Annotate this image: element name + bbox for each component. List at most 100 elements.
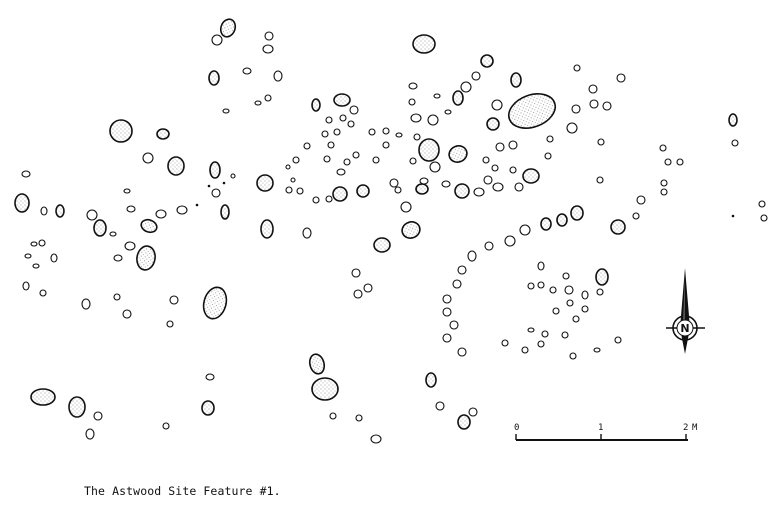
stone-165 xyxy=(527,327,535,333)
stone-173 xyxy=(676,158,684,166)
stone-46 xyxy=(55,204,65,218)
stone-78 xyxy=(323,155,331,163)
stone-12 xyxy=(256,174,274,192)
stone-29 xyxy=(242,67,252,75)
stone-93 xyxy=(441,180,451,188)
stone-55 xyxy=(39,289,47,297)
stone-99 xyxy=(413,133,421,141)
stone-32 xyxy=(142,152,154,164)
stone-45 xyxy=(113,254,123,262)
stone-177 xyxy=(731,139,739,147)
stone-85 xyxy=(302,227,312,239)
stone-175 xyxy=(660,188,668,196)
stone-134 xyxy=(519,224,531,236)
stone-161 xyxy=(541,330,549,338)
stone-42 xyxy=(140,218,158,234)
stone-40 xyxy=(86,209,98,221)
stone-187 xyxy=(370,434,382,444)
stone-48 xyxy=(21,170,31,178)
stone-86 xyxy=(332,186,348,202)
stone-101 xyxy=(427,114,439,126)
point-marker-1 xyxy=(207,184,211,188)
stone-102 xyxy=(444,109,452,115)
stone-172 xyxy=(664,158,672,166)
stone-1 xyxy=(109,119,133,143)
stone-155 xyxy=(552,307,560,315)
stone-61 xyxy=(205,373,215,381)
scale-tick-0: 0 xyxy=(514,423,519,433)
stone-9 xyxy=(308,353,326,375)
stone-160 xyxy=(561,331,569,339)
stone-98 xyxy=(409,157,417,165)
stone-97 xyxy=(419,177,429,185)
stone-65 xyxy=(333,128,341,136)
stone-2 xyxy=(412,34,436,54)
stone-111 xyxy=(495,142,505,152)
figure-caption: The Astwood Site Feature #1. xyxy=(84,484,281,498)
stone-90 xyxy=(394,186,402,194)
stone-139 xyxy=(452,279,462,289)
stone-120 xyxy=(546,135,554,143)
stone-28 xyxy=(208,70,220,86)
stone-94 xyxy=(454,183,470,199)
stone-26 xyxy=(264,31,274,41)
stone-34 xyxy=(220,204,230,220)
stone-121 xyxy=(544,152,552,160)
stone-148 xyxy=(537,261,545,271)
stone-18 xyxy=(201,400,215,416)
stone-184 xyxy=(85,428,95,440)
stone-104 xyxy=(408,82,418,90)
stone-64 xyxy=(327,141,335,149)
stone-189 xyxy=(222,108,230,114)
stone-22 xyxy=(333,93,351,107)
stone-53 xyxy=(50,253,58,263)
stone-8 xyxy=(68,396,86,418)
stone-168 xyxy=(614,336,622,344)
stone-80 xyxy=(292,156,300,164)
stone-156 xyxy=(581,290,589,300)
stone-118 xyxy=(491,164,499,172)
stone-106 xyxy=(460,81,472,93)
stone-3 xyxy=(219,18,237,38)
stone-39 xyxy=(93,219,107,237)
stone-163 xyxy=(521,346,529,354)
stone-67 xyxy=(347,120,355,128)
stone-73 xyxy=(382,141,390,149)
stone-23 xyxy=(595,268,609,286)
stone-143 xyxy=(442,333,452,343)
stone-87 xyxy=(356,184,370,198)
stone-122 xyxy=(566,122,578,134)
stone-157 xyxy=(596,288,604,296)
stone-191 xyxy=(254,100,262,106)
stone-182 xyxy=(363,283,373,293)
stone-176 xyxy=(728,113,738,127)
stone-82 xyxy=(285,186,293,194)
stone-0 xyxy=(507,93,557,129)
stone-164 xyxy=(501,339,509,347)
stone-136 xyxy=(484,241,494,251)
stone-162 xyxy=(537,340,545,348)
stone-50 xyxy=(38,239,46,247)
stone-71 xyxy=(382,127,390,135)
stone-142 xyxy=(449,320,459,330)
stone-81 xyxy=(290,177,296,183)
stone-125 xyxy=(602,101,612,111)
stone-151 xyxy=(549,286,557,294)
stone-105 xyxy=(433,93,441,99)
scale-unit: M xyxy=(692,423,698,433)
stone-57 xyxy=(113,293,121,301)
stone-88 xyxy=(325,195,333,203)
stone-113 xyxy=(509,166,517,174)
stone-108 xyxy=(510,72,522,88)
stone-109 xyxy=(491,99,503,111)
stone-16 xyxy=(401,221,421,239)
stone-138 xyxy=(457,265,467,275)
stone-4 xyxy=(202,286,228,320)
stone-129 xyxy=(597,138,605,146)
stone-91 xyxy=(400,201,412,213)
stone-77 xyxy=(336,168,346,176)
stone-5 xyxy=(136,245,156,271)
stone-145 xyxy=(425,372,437,388)
stone-15 xyxy=(373,237,391,253)
stone-56 xyxy=(81,298,91,310)
